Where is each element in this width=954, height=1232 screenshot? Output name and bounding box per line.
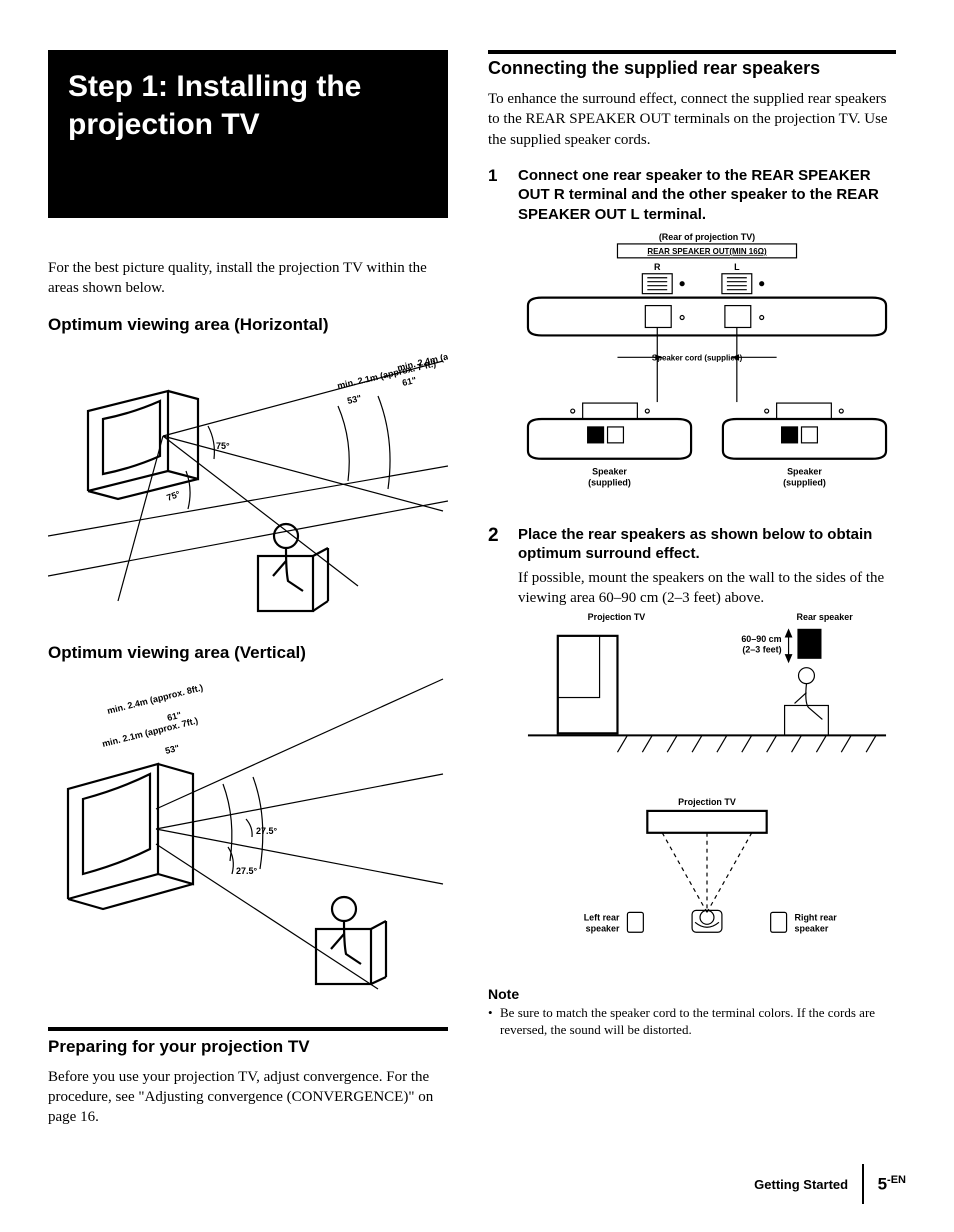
- vertical-viewing-diagram: min. 2.4m (approx. 8ft.) 61" min. 2.1m (…: [48, 669, 448, 1009]
- panel-label: REAR SPEAKER OUT(MIN 16Ω): [647, 247, 767, 256]
- top-right-label: Right rearspeaker: [795, 913, 838, 934]
- horiz-angle-center: 75°: [216, 441, 230, 451]
- step-2: 2 Place the rear speakers as shown below…: [488, 525, 896, 963]
- step-title-block: Step 1: Installing the projection TV: [48, 50, 448, 218]
- step-2-head: Place the rear speakers as shown below t…: [518, 525, 896, 564]
- step-title: Step 1: Installing the projection TV: [68, 68, 428, 143]
- terminal-r-label: R: [654, 262, 661, 272]
- note-head: Note: [488, 986, 896, 1002]
- step-1-number: 1: [488, 166, 497, 186]
- page-footer: Getting Started 5-EN: [754, 1164, 906, 1204]
- rear-of-tv-label: (Rear of projection TV): [659, 232, 755, 242]
- step-2-number: 2: [488, 525, 499, 547]
- step-2-body: If possible, mount the speakers on the w…: [518, 568, 896, 609]
- speaker-right-label: Speaker(supplied): [783, 467, 826, 488]
- vert-model-near-label: 53": [164, 742, 180, 755]
- terminal-l-label: L: [734, 262, 740, 272]
- connecting-body: To enhance the surround effect, connect …: [488, 89, 896, 150]
- side-rearspk-label: Rear speaker: [797, 612, 854, 622]
- top-tv-label: Projection TV: [678, 797, 736, 807]
- vert-angle-up: 27.5°: [256, 826, 278, 836]
- speaker-placement-side-diagram: Projection TV Rear speaker: [518, 608, 896, 787]
- footer-section: Getting Started: [754, 1177, 848, 1192]
- vert-dist-near-label: min. 2.1m (approx. 7ft.): [101, 715, 199, 749]
- horiz-model-far-label: 61": [401, 374, 417, 387]
- horiz-model-near-label: 53": [346, 392, 362, 405]
- intro-text: For the best picture quality, install th…: [48, 258, 448, 299]
- preparing-head: Preparing for your projection TV: [48, 1037, 448, 1057]
- preparing-body: Before you use your projection TV, adjus…: [48, 1067, 448, 1128]
- step-1-head: Connect one rear speaker to the REAR SPE…: [518, 166, 896, 225]
- vert-dist-far-label: min. 2.4m (approx. 8ft.): [106, 682, 204, 716]
- side-height-label: 60–90 cm(2–3 feet): [741, 634, 781, 655]
- note-body: Be sure to match the speaker cord to the…: [488, 1005, 896, 1039]
- top-left-label: Left rearspeaker: [584, 913, 620, 934]
- footer-page: 5-EN: [878, 1174, 906, 1195]
- side-tv-label: Projection TV: [588, 612, 646, 622]
- step-1: 1 Connect one rear speaker to the REAR S…: [488, 166, 896, 507]
- vertical-viewing-head: Optimum viewing area (Vertical): [48, 643, 448, 663]
- vert-angle-down: 27.5°: [236, 866, 258, 876]
- horiz-dist-near-label: min. 2.1m (approx. 7 ft.): [336, 358, 437, 390]
- speaker-cord-label: Speaker cord (supplied): [652, 354, 743, 363]
- speaker-connection-diagram: (Rear of projection TV) REAR SPEAKER OUT…: [518, 228, 896, 507]
- horizontal-viewing-head: Optimum viewing area (Horizontal): [48, 315, 448, 335]
- connecting-head: Connecting the supplied rear speakers: [488, 58, 896, 79]
- horizontal-viewing-diagram: min. 2.4m (approx. 8 ft.) 61" min. 2.1m …: [48, 341, 448, 631]
- horiz-angle-side: 75°: [165, 488, 182, 502]
- footer-separator: [862, 1164, 864, 1204]
- speaker-placement-top-diagram: Projection TV: [518, 793, 896, 962]
- speaker-left-label: Speaker(supplied): [588, 467, 631, 488]
